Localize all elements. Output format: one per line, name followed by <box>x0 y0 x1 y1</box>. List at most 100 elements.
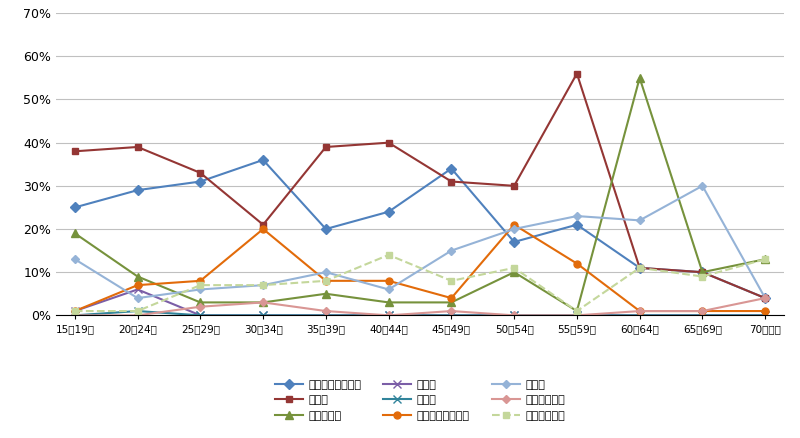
退職・廃業 <box>572 308 582 314</box>
卒　業 <box>321 313 330 318</box>
退職・廃業 <box>258 300 268 305</box>
就職・転職・転業 <box>510 239 519 244</box>
結婚・離婚・縁組 <box>635 308 645 314</box>
Legend: 就職・転職・転業, 転　勤, 退職・廃業, 就　学, 卒　業, 結婚・離婚・縁組, 住　宅, 交通の利便性, 生活の利便性: 就職・転職・転業, 転 勤, 退職・廃業, 就 学, 卒 業, 結婚・離婚・縁組… <box>270 375 570 425</box>
就　学 <box>133 287 142 292</box>
退職・廃業 <box>321 291 330 297</box>
生活の利便性 <box>510 265 519 271</box>
交通の利便性 <box>446 308 456 314</box>
転　勤 <box>698 269 707 275</box>
Line: 交通の利便性: 交通の利便性 <box>72 295 768 318</box>
結婚・離婚・縁組 <box>698 308 707 314</box>
卒　業 <box>133 308 142 314</box>
卒　業 <box>70 313 80 318</box>
結婚・離婚・縁組 <box>446 296 456 301</box>
就職・転職・転業 <box>572 222 582 227</box>
住　宅 <box>760 296 770 301</box>
就職・転職・転業 <box>698 269 707 275</box>
交通の利便性 <box>384 313 394 318</box>
生活の利便性 <box>133 308 142 314</box>
住　宅 <box>195 287 205 292</box>
住　宅 <box>70 257 80 262</box>
退職・廃業 <box>446 300 456 305</box>
卒　業 <box>258 313 268 318</box>
卒　業 <box>195 313 205 318</box>
Line: 就職・転職・転業: 就職・転職・転業 <box>71 156 769 301</box>
結婚・離婚・縁組 <box>258 226 268 232</box>
就　学 <box>698 313 707 318</box>
結婚・離婚・縁組 <box>760 308 770 314</box>
転　勤 <box>760 296 770 301</box>
生活の利便性 <box>384 252 394 258</box>
交通の利便性 <box>195 304 205 309</box>
就職・転職・転業 <box>258 157 268 162</box>
Line: 卒　業: 卒 業 <box>70 307 770 320</box>
Line: 就　学: 就 学 <box>70 285 770 320</box>
就職・転職・転業 <box>635 265 645 271</box>
卒　業 <box>760 313 770 318</box>
結婚・離婚・縁組 <box>572 261 582 266</box>
生活の利便性 <box>321 278 330 283</box>
就　学 <box>321 313 330 318</box>
住　宅 <box>572 213 582 219</box>
Line: 転　勤: 転 勤 <box>71 70 769 301</box>
卒　業 <box>698 313 707 318</box>
退職・廃業 <box>635 75 645 81</box>
就　学 <box>195 313 205 318</box>
卒　業 <box>572 313 582 318</box>
退職・廃業 <box>384 300 394 305</box>
転　勤 <box>384 140 394 145</box>
生活の利便性 <box>258 283 268 288</box>
就　学 <box>572 313 582 318</box>
就　学 <box>635 313 645 318</box>
就職・転職・転業 <box>70 205 80 210</box>
生活の利便性 <box>70 308 80 314</box>
就　学 <box>760 313 770 318</box>
就　学 <box>510 313 519 318</box>
結婚・離婚・縁組 <box>70 308 80 314</box>
結婚・離婚・縁組 <box>384 278 394 283</box>
転　勤 <box>258 222 268 227</box>
転　勤 <box>446 179 456 184</box>
転　勤 <box>635 265 645 271</box>
生活の利便性 <box>572 308 582 314</box>
卒　業 <box>446 313 456 318</box>
卒　業 <box>510 313 519 318</box>
就　学 <box>258 313 268 318</box>
生活の利便性 <box>760 257 770 262</box>
住　宅 <box>258 283 268 288</box>
交通の利便性 <box>572 313 582 318</box>
住　宅 <box>446 248 456 253</box>
住　宅 <box>635 218 645 223</box>
転　勤 <box>195 170 205 176</box>
結婚・離婚・縁組 <box>195 278 205 283</box>
住　宅 <box>384 287 394 292</box>
交通の利便性 <box>133 313 142 318</box>
交通の利便性 <box>698 308 707 314</box>
住　宅 <box>321 269 330 275</box>
転　勤 <box>510 183 519 188</box>
就　学 <box>384 313 394 318</box>
Line: 結婚・離婚・縁組: 結婚・離婚・縁組 <box>71 221 769 314</box>
退職・廃業 <box>760 257 770 262</box>
退職・廃業 <box>70 231 80 236</box>
退職・廃業 <box>195 300 205 305</box>
就　学 <box>446 313 456 318</box>
交通の利便性 <box>635 308 645 314</box>
住　宅 <box>698 183 707 188</box>
就職・転職・転業 <box>760 296 770 301</box>
住　宅 <box>133 296 142 301</box>
就職・転職・転業 <box>321 226 330 232</box>
退職・廃業 <box>698 269 707 275</box>
結婚・離婚・縁組 <box>133 283 142 288</box>
Line: 退職・廃業: 退職・廃業 <box>70 74 770 315</box>
転　勤 <box>321 145 330 150</box>
転　勤 <box>572 71 582 76</box>
就職・転職・転業 <box>133 187 142 193</box>
Line: 生活の利便性: 生活の利便性 <box>72 252 768 314</box>
交通の利便性 <box>510 313 519 318</box>
卒　業 <box>384 313 394 318</box>
生活の利便性 <box>635 265 645 271</box>
転　勤 <box>70 148 80 154</box>
交通の利便性 <box>258 300 268 305</box>
